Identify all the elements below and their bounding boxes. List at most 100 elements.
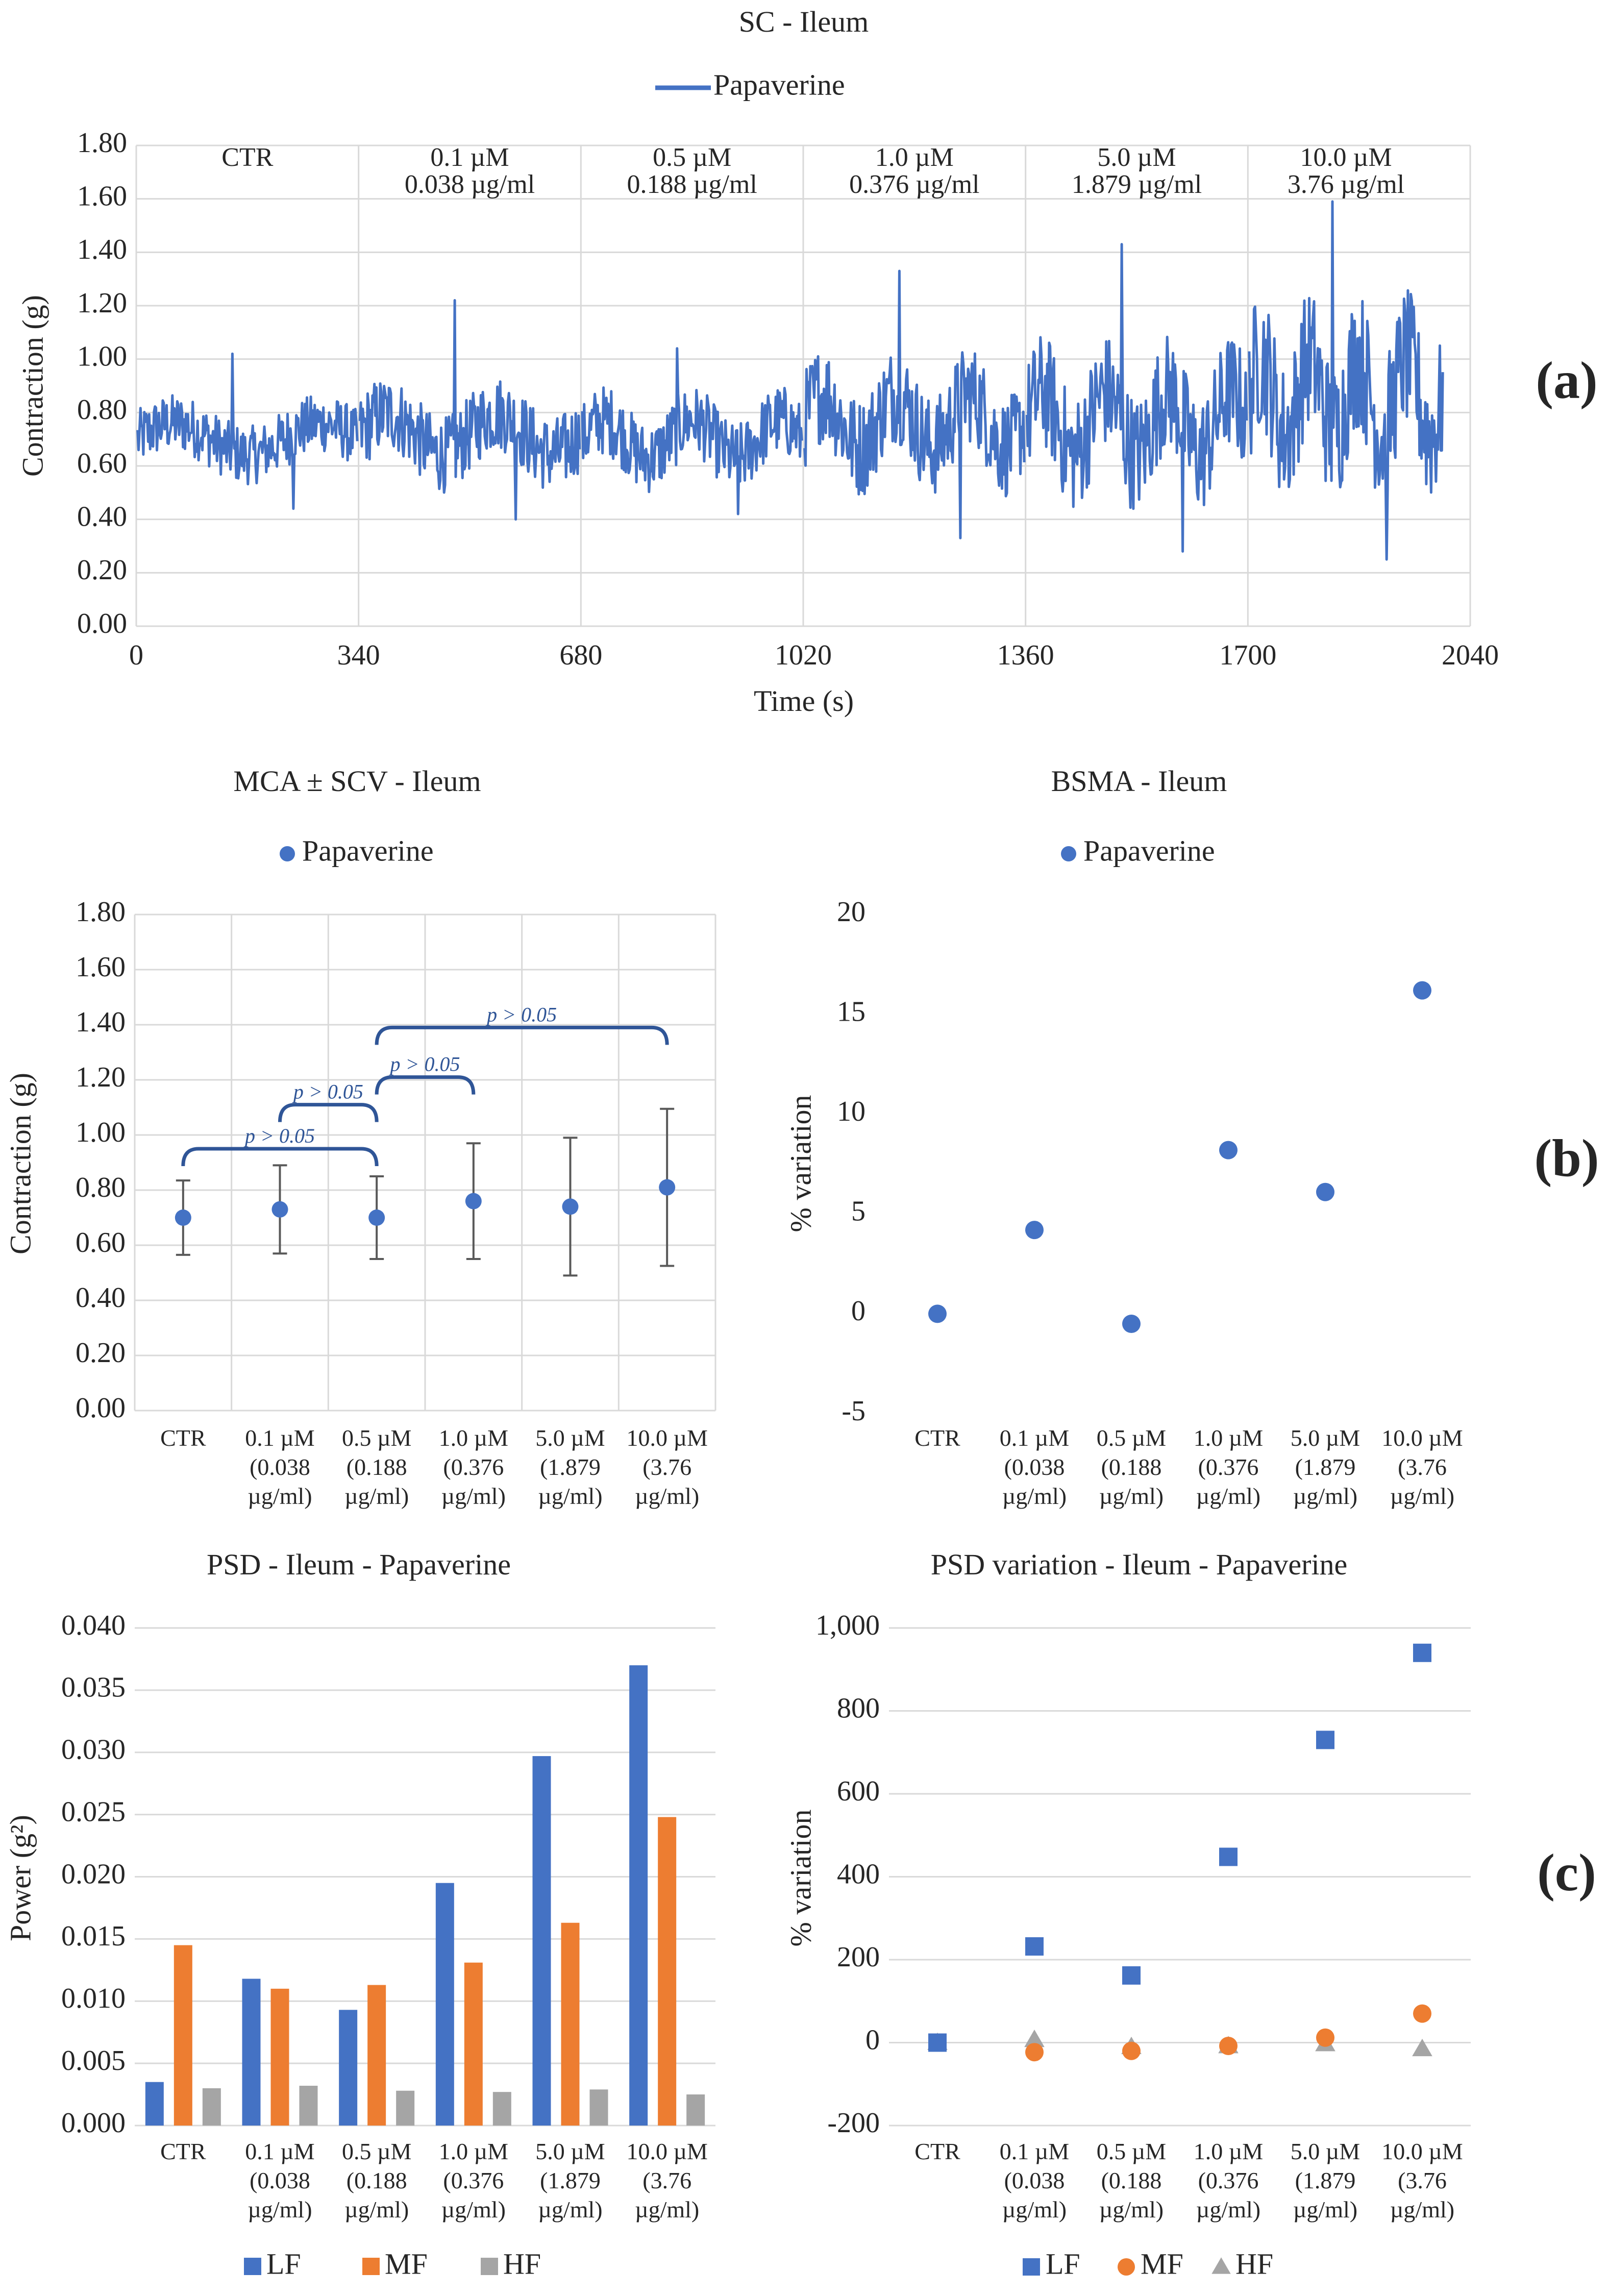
x-tick-label: µg/ml) — [1002, 2196, 1067, 2223]
legend-label: Papaverine — [713, 68, 845, 101]
data-point — [659, 1179, 676, 1196]
y-tick-label: 1.60 — [76, 951, 126, 983]
bar-hf — [396, 2090, 415, 2126]
data-point-hf — [1024, 2030, 1045, 2047]
x-tick-label: 10.0 µM — [1381, 1425, 1463, 1451]
x-tick-label: µg/ml) — [1196, 2196, 1260, 2223]
x-tick-label: 1020 — [775, 639, 832, 671]
x-tick-label: 0.1 µM — [245, 2138, 314, 2164]
significance-bracket — [278, 1103, 379, 1122]
data-point — [175, 1209, 191, 1226]
bar-lf — [629, 1665, 648, 2126]
x-tick-label: 1.0 µM — [1194, 2138, 1263, 2164]
y-tick-label: 1.00 — [76, 1117, 126, 1148]
segment-label: 0.038 µg/ml — [405, 170, 535, 199]
y-tick-label: 1.80 — [77, 127, 127, 159]
x-tick-label: (1.879 — [1295, 2167, 1356, 2193]
legend-marker — [362, 2258, 380, 2275]
y-tick-label: 0.040 — [61, 1610, 126, 1641]
x-tick-label: 10.0 µM — [626, 2138, 707, 2164]
legend-label: Papaverine — [1083, 834, 1215, 867]
bar-mf — [174, 1945, 192, 2126]
legend-marker — [244, 2258, 261, 2275]
bar-mf — [658, 1817, 677, 2126]
x-tick-label: (0.038 — [1004, 2167, 1065, 2193]
x-tick-label: 5.0 µM — [535, 2138, 605, 2164]
x-tick-label: (0.376 — [443, 1454, 504, 1480]
x-tick-label: µg/ml) — [344, 1483, 409, 1509]
y-tick-label: 1.00 — [77, 341, 127, 373]
data-point-mf — [1122, 2041, 1141, 2060]
y-tick-label: 0.40 — [76, 1282, 126, 1314]
y-tick-label: 0.025 — [61, 1796, 126, 1828]
series-line-segment — [803, 269, 1026, 539]
y-tick-label: 1,000 — [815, 1610, 880, 1641]
data-point-mf — [1316, 2028, 1334, 2047]
y-tick-label: 0.005 — [61, 2045, 126, 2077]
y-axis-label: % variation — [784, 1810, 817, 1947]
y-axis-label: % variation — [784, 1095, 817, 1232]
chart-title: PSD - Ileum - Papaverine — [207, 1548, 511, 1581]
y-tick-label: 800 — [837, 1692, 880, 1724]
x-tick-label: CTR — [914, 1425, 960, 1451]
chart-title: BSMA - Ileum — [1051, 764, 1227, 798]
data-point — [1316, 1182, 1334, 1201]
legend-marker — [280, 846, 295, 861]
data-point — [562, 1198, 579, 1215]
legend-marker — [1061, 846, 1076, 861]
legend-marker — [1211, 2257, 1231, 2274]
series-line-segment — [136, 352, 359, 510]
significance-label: p > 0.05 — [243, 1124, 315, 1147]
segment-label: CTR — [221, 143, 273, 172]
y-tick-label: 0.020 — [61, 1858, 126, 1890]
series-line-segment — [581, 347, 803, 515]
y-tick-label: 0.40 — [77, 501, 127, 533]
x-tick-label: µg/ml) — [344, 2196, 409, 2223]
data-point-mf — [1219, 2037, 1238, 2055]
x-tick-label: µg/ml) — [538, 2196, 602, 2223]
y-tick-label: 1.20 — [77, 287, 127, 319]
significance-label: p > 0.05 — [485, 1003, 557, 1026]
y-tick-label: -5 — [842, 1395, 865, 1427]
bar-lf — [532, 1756, 551, 2126]
x-tick-label: (3.76 — [1398, 1454, 1447, 1480]
legend-label: LF — [266, 2247, 301, 2280]
legend-marker — [481, 2258, 498, 2275]
x-tick-label: 5.0 µM — [1291, 2138, 1360, 2164]
x-tick-label: µg/ml) — [1390, 2196, 1454, 2223]
significance-bracket — [375, 1075, 476, 1095]
data-point-lf — [1122, 1966, 1141, 1985]
x-tick-label: µg/ml) — [1099, 1483, 1164, 1509]
data-point-mf — [1413, 2004, 1431, 2023]
x-tick-label: (0.038 — [250, 1454, 310, 1480]
x-tick-label: (0.038 — [1004, 1454, 1065, 1480]
y-tick-label: 0.60 — [77, 448, 127, 479]
segment-label: 3.76 µg/ml — [1288, 170, 1404, 199]
x-tick-label: 340 — [337, 639, 380, 671]
bar-mf — [270, 1988, 289, 2126]
y-tick-label: 600 — [837, 1775, 880, 1807]
y-tick-label: 0.030 — [61, 1734, 126, 1766]
x-tick-label: µg/ml) — [1002, 1483, 1067, 1509]
x-tick-label: (1.879 — [540, 1454, 601, 1480]
legend-label: HF — [503, 2247, 541, 2280]
y-tick-label: 0.015 — [61, 1920, 126, 1952]
panel-label-b: (b) — [1534, 1129, 1599, 1188]
data-point — [1025, 1221, 1044, 1240]
x-tick-label: µg/ml) — [1293, 2196, 1357, 2223]
x-tick-label: (1.879 — [540, 2167, 601, 2193]
x-tick-label: CTR — [914, 2138, 960, 2164]
data-point — [928, 1304, 947, 1323]
x-tick-label: µg/ml) — [635, 2196, 699, 2223]
data-point-lf — [1219, 1847, 1238, 1866]
y-axis-label: Power (g²) — [4, 1815, 37, 1941]
y-tick-label: 0.20 — [77, 554, 127, 586]
segment-label: 0.5 µM — [653, 143, 731, 172]
bar-hf — [299, 2086, 318, 2126]
y-tick-label: 0.80 — [76, 1172, 126, 1203]
x-tick-label: µg/ml) — [1099, 2196, 1164, 2223]
y-tick-label: 1.80 — [76, 896, 126, 928]
chart-title: PSD variation - Ileum - Papaverine — [931, 1548, 1348, 1581]
y-tick-label: 10 — [837, 1096, 865, 1127]
y-tick-label: 15 — [837, 996, 865, 1027]
